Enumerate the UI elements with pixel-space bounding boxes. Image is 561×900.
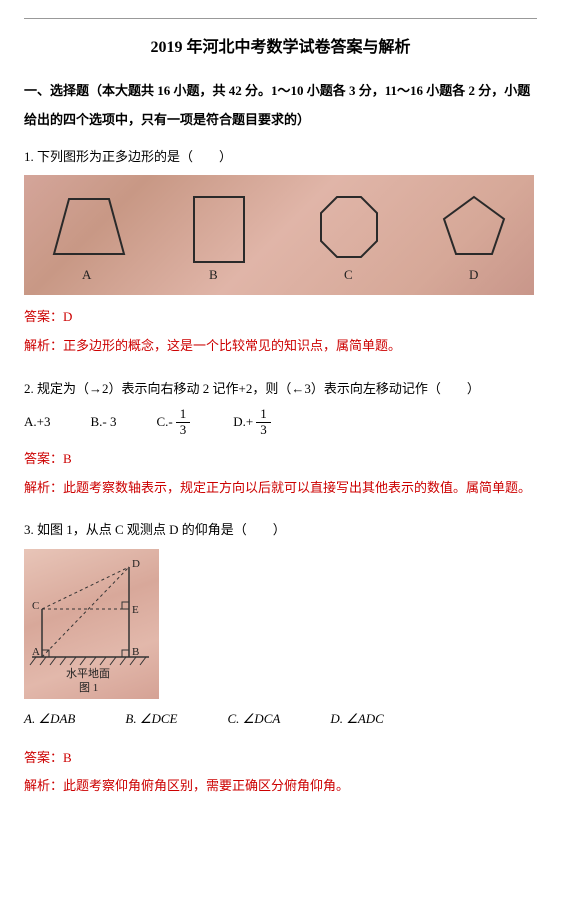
q2-answer: 答案：B (24, 447, 537, 472)
q2-options: A. +3 B. - 3 C. - 1 3 D. + 1 3 (24, 407, 537, 437)
q3-opt-d: D. ∠ADC (330, 707, 384, 732)
opt-sign: - (168, 410, 172, 435)
top-divider (24, 18, 537, 19)
q1-analysis: 解析：正多边形的概念，这是一个比较常见的知识点，属简单题。 (24, 334, 537, 359)
q2-opt-c: C. - 1 3 (157, 407, 194, 437)
shape-octagon (309, 189, 389, 269)
q3-text: 3. 如图 1，从点 C 观测点 D 的仰角是（ ） (24, 518, 537, 543)
analysis-text: 此题考察数轴表示，规定正方向以后就可以直接写出其他表示的数值。属简单题。 (63, 480, 531, 495)
shape-label-b: B (209, 263, 218, 288)
answer-label: 答案： (24, 750, 63, 765)
opt-prefix: B. (90, 410, 102, 435)
q2-opt-d: D. + 1 3 (233, 407, 273, 437)
ground-text: 水平地面 (66, 667, 110, 680)
analysis-label: 解析： (24, 480, 63, 495)
analysis-text: 此题考察仰角俯角区别，需要正确区分俯角仰角。 (63, 778, 349, 793)
label-E: E (132, 604, 139, 616)
denominator: 3 (176, 423, 191, 437)
q2-analysis: 解析：此题考察数轴表示，规定正方向以后就可以直接写出其他表示的数值。属简单题。 (24, 476, 537, 501)
shape-trapezoid (44, 189, 134, 264)
answer-value: D (63, 309, 72, 324)
q3-opt-a: A. ∠DAB (24, 707, 75, 732)
q3-diagram-svg: C D E A B 水平地面 图 1 (24, 549, 159, 699)
opt-prefix: A. (24, 410, 37, 435)
fig-label: 图 1 (79, 681, 98, 694)
shape-label-a: A (82, 263, 91, 288)
question-2: 2. 规定为（→2）表示向右移动 2 记作+2，则（←3）表示向左移动记作（ ）… (24, 377, 537, 501)
numerator: 1 (256, 407, 271, 422)
numerator: 1 (176, 407, 191, 422)
opt-prefix: C. (157, 410, 169, 435)
answer-value: B (63, 451, 72, 466)
q1-answer: 答案：D (24, 305, 537, 330)
question-3: 3. 如图 1，从点 C 观测点 D 的仰角是（ ） (24, 518, 537, 799)
label-A: A (32, 646, 40, 658)
shape-label-d: D (469, 263, 478, 288)
q3-analysis: 解析：此题考察仰角俯角区别，需要正确区分俯角仰角。 (24, 774, 537, 799)
opt-sign: + (246, 410, 253, 435)
label-C: C (32, 600, 39, 612)
q2-opt-a: A. +3 (24, 410, 50, 435)
analysis-label: 解析： (24, 778, 63, 793)
shape-pentagon (434, 189, 514, 269)
page-title: 2019 年河北中考数学试卷答案与解析 (24, 33, 537, 63)
denominator: 3 (256, 423, 271, 437)
q3-opt-c: C. ∠DCA (227, 707, 280, 732)
fraction: 1 3 (256, 407, 271, 437)
opt-prefix: D. (233, 410, 246, 435)
q3-opt-b: B. ∠DCE (125, 707, 177, 732)
answer-label: 答案： (24, 451, 63, 466)
opt-val: - 3 (102, 410, 116, 435)
label-D: D (132, 558, 140, 570)
fraction: 1 3 (176, 407, 191, 437)
analysis-label: 解析： (24, 338, 63, 353)
q3-options: A. ∠DAB B. ∠DCE C. ∠DCA D. ∠ADC (24, 707, 537, 732)
q1-text: 1. 下列图形为正多边形的是（ ） (24, 145, 537, 170)
q3-answer: 答案：B (24, 746, 537, 771)
question-1: 1. 下列图形为正多边形的是（ ） A B C D 答案：D 解析：正多边形的概… (24, 145, 537, 359)
answer-value: B (63, 750, 72, 765)
shape-label-c: C (344, 263, 353, 288)
analysis-text: 正多边形的概念，这是一个比较常见的知识点，属简单题。 (63, 338, 401, 353)
opt-val: +3 (37, 410, 51, 435)
section-header: 一、选择题（本大题共 16 小题，共 42 分。1～10 小题各 3 分，11～… (24, 77, 537, 134)
shape-rectangle (184, 189, 254, 269)
q3-diagram-photo: C D E A B 水平地面 图 1 (24, 549, 159, 699)
q2-opt-b: B. - 3 (90, 410, 116, 435)
answer-label: 答案： (24, 309, 63, 324)
label-B: B (132, 646, 139, 658)
q2-text: 2. 规定为（→2）表示向右移动 2 记作+2，则（←3）表示向左移动记作（ ） (24, 377, 537, 402)
q1-shapes-photo: A B C D (24, 175, 534, 295)
